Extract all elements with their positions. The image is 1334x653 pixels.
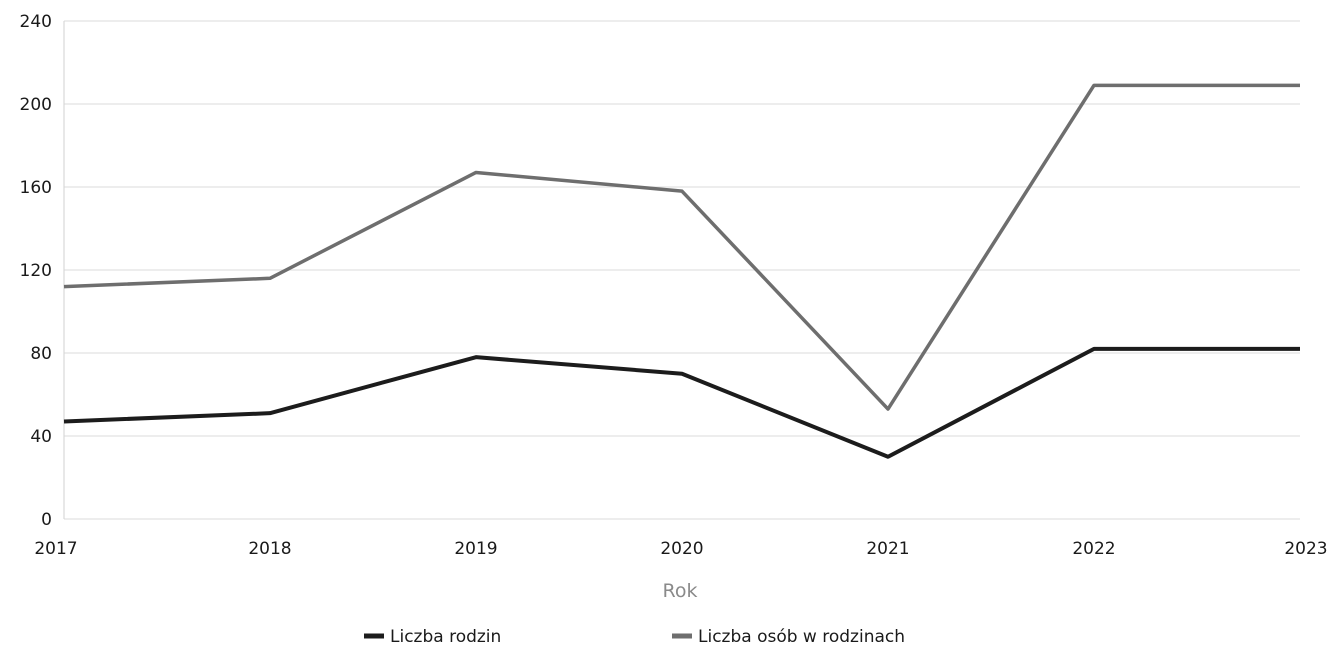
series-line-1: [63, 346, 1300, 459]
grid: [64, 20, 1300, 520]
y-tick-label: 0: [41, 510, 52, 530]
y-tick-label: 40: [30, 427, 52, 447]
x-tick-label: 2019: [454, 539, 497, 559]
legend: Liczba rodzin Liczba osób w rodzinach: [364, 627, 905, 647]
x-tick-label: 2020: [660, 539, 703, 559]
y-tick-label: 80: [30, 344, 52, 364]
legend-label-2: Liczba osób w rodzinach: [698, 627, 905, 647]
x-tick-label: 2022: [1072, 539, 1115, 559]
x-tick-label: 2018: [248, 539, 291, 559]
y-tick-label: 200: [20, 95, 52, 115]
x-tick-label: 2017: [34, 539, 77, 559]
y-tick-label: 120: [20, 261, 52, 281]
series-line-2: [63, 83, 1300, 411]
y-tick-label: 240: [20, 12, 52, 32]
x-axis-title: Rok: [663, 580, 698, 602]
x-tick-label: 2023: [1284, 539, 1327, 559]
legend-label-1: Liczba rodzin: [390, 627, 501, 647]
series-lines: [63, 83, 1300, 459]
y-axis: 0 40 80 120 160 200 240: [20, 12, 65, 530]
y-tick-label: 160: [20, 178, 52, 198]
x-tick-label: 2021: [866, 539, 909, 559]
x-axis: 2017 2018 2019 2020 2021 2022 2023: [34, 539, 1327, 559]
